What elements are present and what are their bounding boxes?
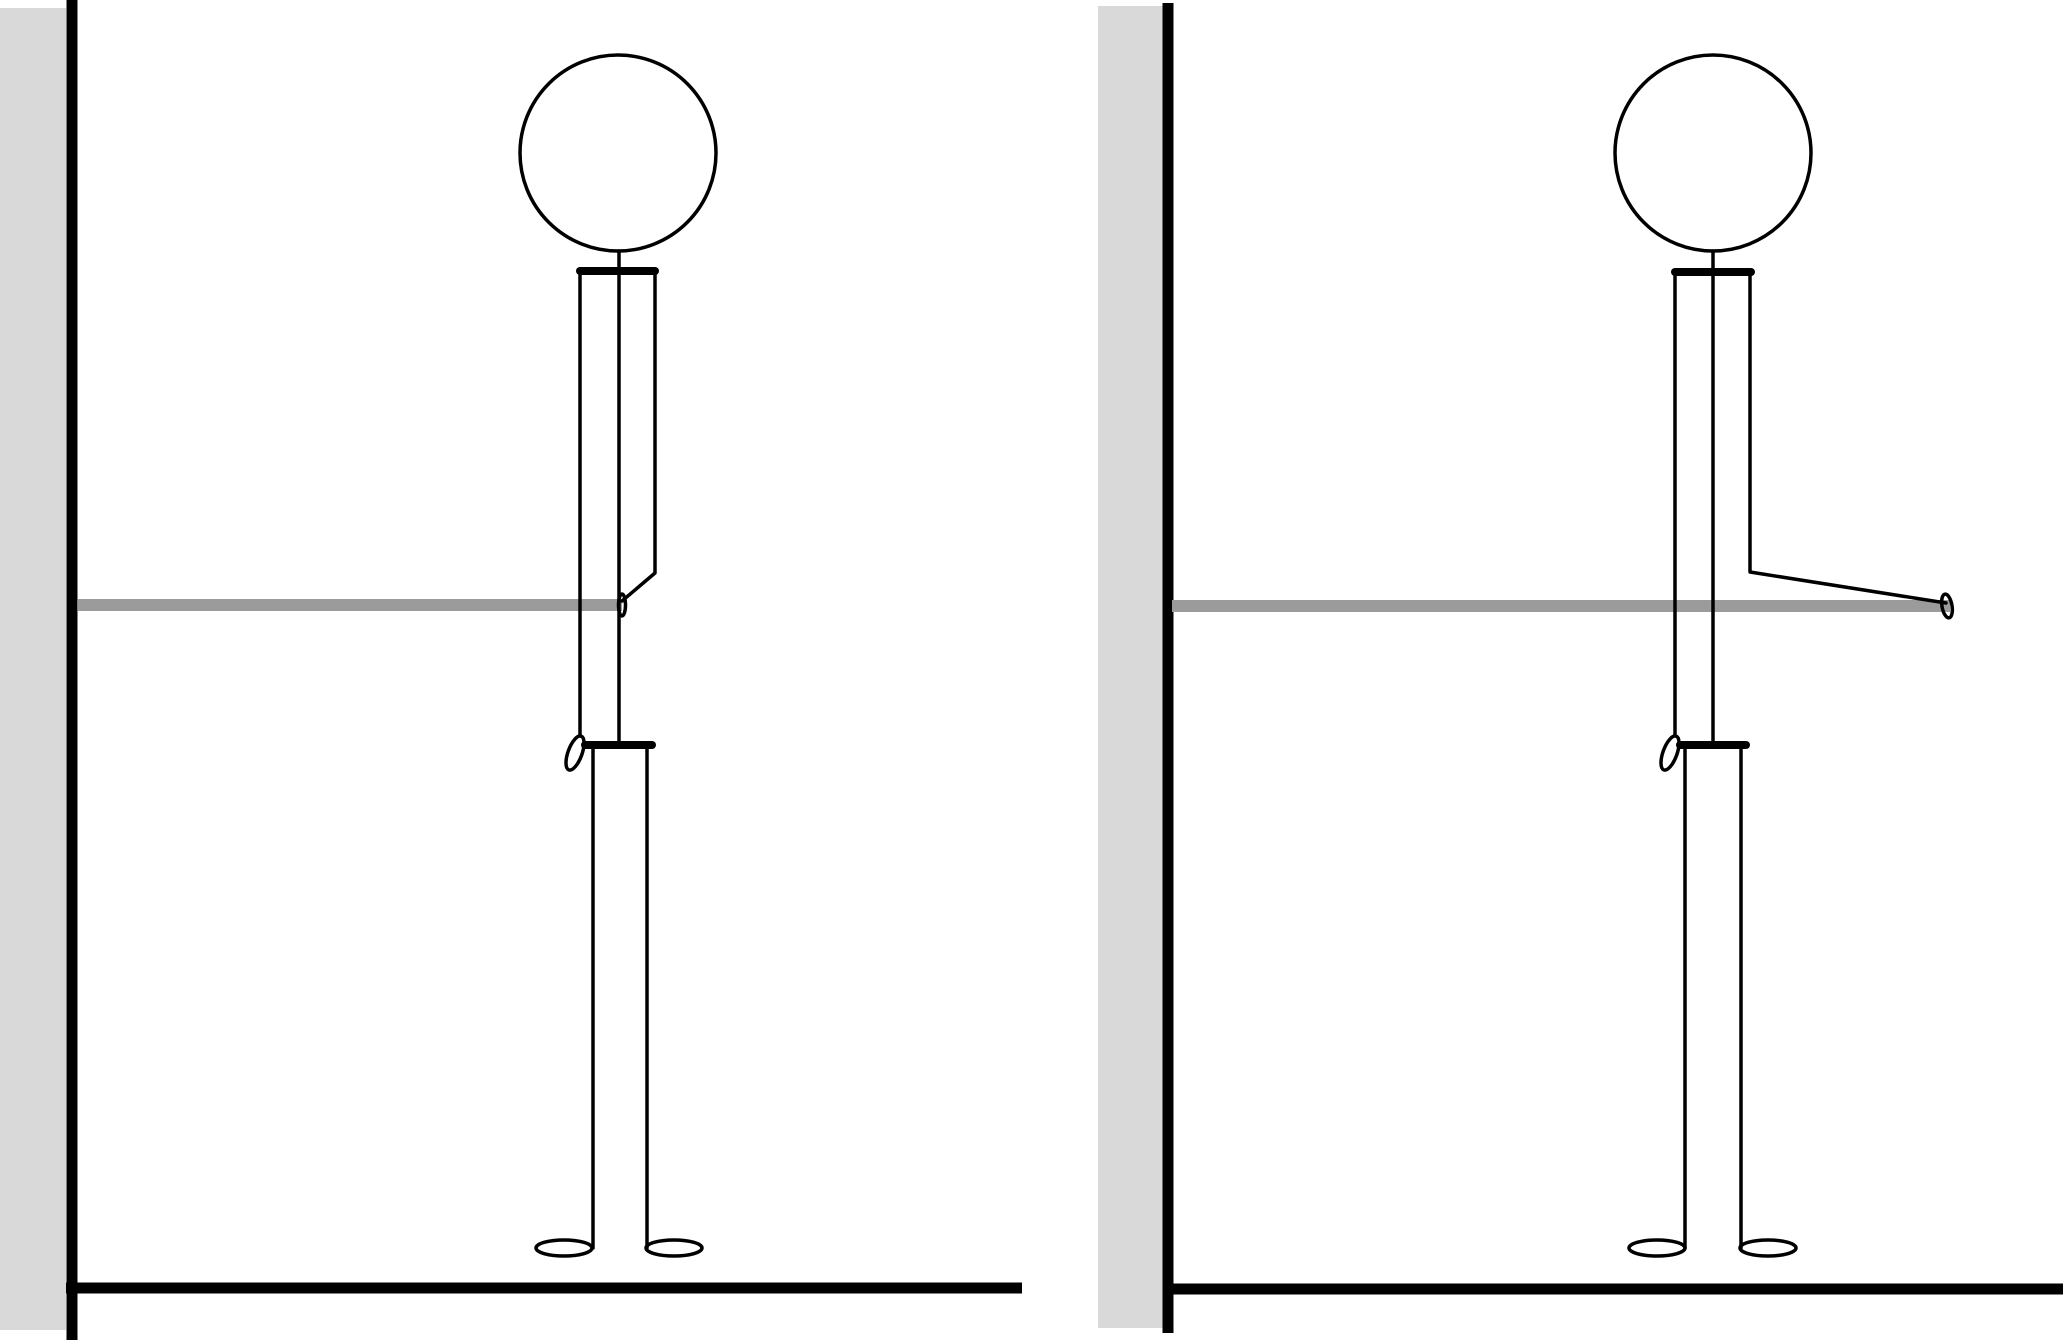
stick-figure-right <box>1613 53 1955 1258</box>
wall-shade-right <box>1098 6 1164 1328</box>
wall-shade-left <box>0 8 66 1330</box>
stick-figure-left <box>518 53 718 1258</box>
foot-back-right <box>1627 1238 1687 1258</box>
panel-left <box>0 0 1022 1340</box>
panel-right <box>1098 3 2063 1333</box>
head-right <box>1613 53 1813 253</box>
foot-front-right <box>1738 1238 1798 1258</box>
back-hand-left <box>564 734 586 772</box>
head-left <box>518 53 718 253</box>
front-hand-left <box>616 592 628 618</box>
back-hand-right <box>1659 734 1681 772</box>
foot-front-left <box>644 1238 704 1258</box>
front-hand-right <box>1939 592 1955 620</box>
foot-back-left <box>534 1238 594 1258</box>
front-arm-right <box>1748 270 1948 605</box>
front-arm-left <box>620 269 657 603</box>
